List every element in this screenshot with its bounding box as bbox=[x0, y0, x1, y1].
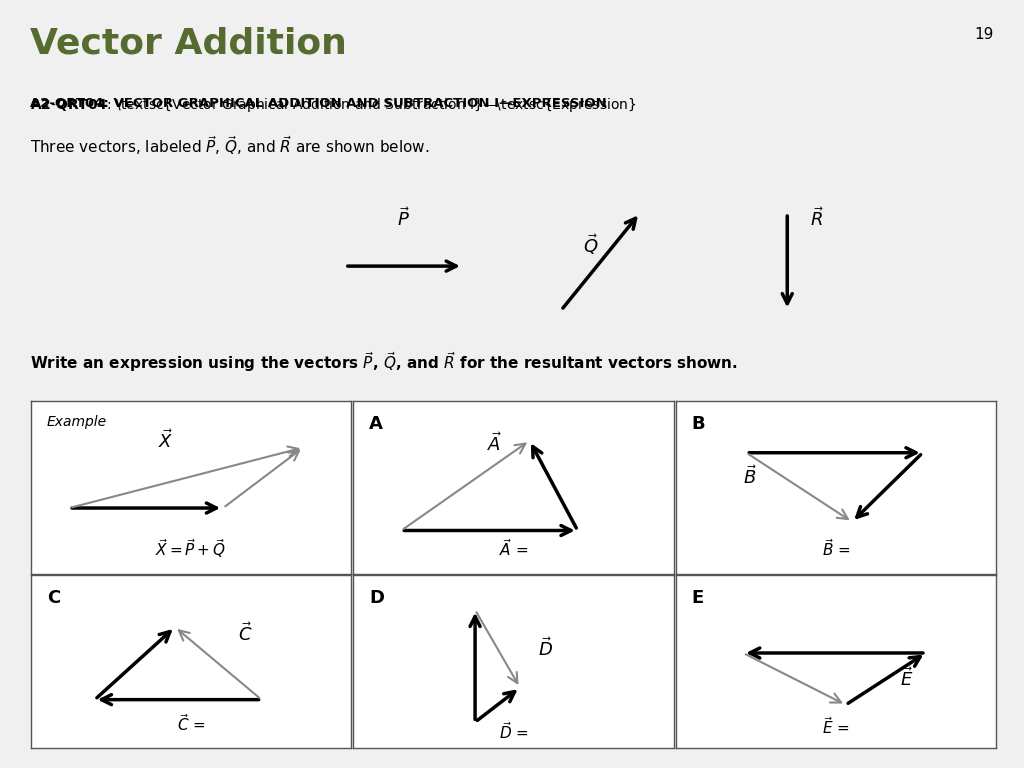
Text: $\vec{X} = \vec{P} + \vec{Q}$: $\vec{X} = \vec{P} + \vec{Q}$ bbox=[156, 538, 226, 561]
Text: B: B bbox=[692, 415, 706, 432]
Text: $\vec{B}$ =: $\vec{B}$ = bbox=[822, 538, 850, 559]
Text: Write an expression using the vectors $\vec{P}$, $\vec{Q}$, and $\vec{R}$ for th: Write an expression using the vectors $\… bbox=[31, 350, 738, 374]
Text: $\mathbf{A2\text{-}QRT04}$: \textsc{Vector Graphical Addition and Subtraction I}: $\mathbf{A2\text{-}QRT04}$: \textsc{Vect… bbox=[31, 96, 637, 114]
Text: E: E bbox=[692, 589, 705, 607]
Text: $\vec{C}$: $\vec{C}$ bbox=[239, 622, 253, 645]
Text: Vector Addition: Vector Addition bbox=[31, 27, 347, 61]
Text: 19: 19 bbox=[974, 27, 993, 42]
Text: $\vec{B}$: $\vec{B}$ bbox=[742, 465, 757, 488]
Text: $\vec{C}$ =: $\vec{C}$ = bbox=[177, 713, 205, 733]
Text: A2-QRT04: VECTOR GRAPHICAL ADDITION AND SUBTRACTION I—EXPRESSION: A2-QRT04: VECTOR GRAPHICAL ADDITION AND … bbox=[31, 96, 607, 109]
Text: $\vec{P}$: $\vec{P}$ bbox=[397, 207, 411, 230]
Text: Example: Example bbox=[47, 415, 106, 429]
Text: $\vec{E}$ =: $\vec{E}$ = bbox=[822, 717, 850, 737]
Text: C: C bbox=[47, 589, 60, 607]
Text: $\vec{R}$: $\vec{R}$ bbox=[810, 207, 823, 230]
Text: A: A bbox=[370, 415, 383, 432]
Text: D: D bbox=[370, 589, 384, 607]
Text: $\vec{A}$: $\vec{A}$ bbox=[486, 432, 502, 455]
Text: $\vec{Q}$: $\vec{Q}$ bbox=[583, 233, 598, 257]
Text: $\vec{D}$: $\vec{D}$ bbox=[538, 637, 553, 660]
Text: $\vec{D}$ =: $\vec{D}$ = bbox=[499, 721, 528, 743]
Text: $\vec{X}$: $\vec{X}$ bbox=[158, 429, 173, 452]
Text: $\vec{E}$: $\vec{E}$ bbox=[900, 667, 913, 690]
Text: $\vec{A}$ =: $\vec{A}$ = bbox=[499, 538, 528, 559]
Text: Three vectors, labeled $\vec{P}$, $\vec{Q}$, and $\vec{R}$ are shown below.: Three vectors, labeled $\vec{P}$, $\vec{… bbox=[31, 134, 430, 157]
